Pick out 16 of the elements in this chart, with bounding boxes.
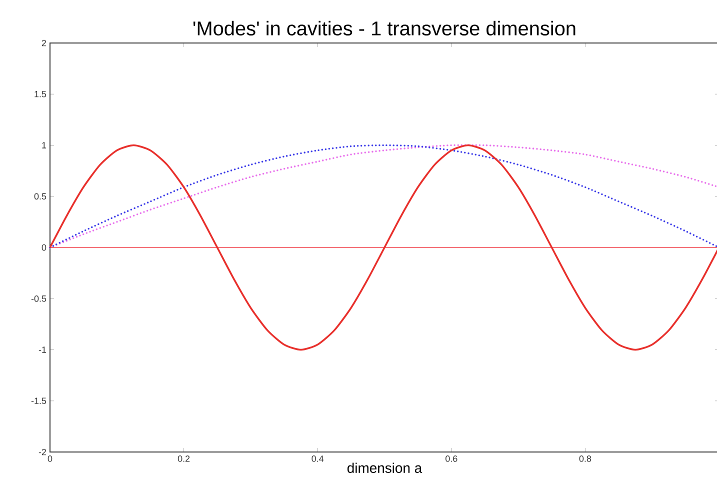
y-tick-label: 1.5 [34,90,46,98]
y-tick-label: -1 [38,346,46,353]
y-tick-label: 1 [42,142,46,148]
y-tick-label: 2 [42,40,46,46]
x-tick-label: 0.2 [178,456,190,462]
y-tick-label: 0.5 [34,193,46,200]
y-tick-label: -1.5 [31,398,46,404]
x-tick-label: 0.8 [579,456,592,462]
x-tick-label: 0.6 [446,456,458,462]
y-tick-label: -0.5 [31,295,46,302]
y-tick-label: 0 [42,244,46,251]
chart-title: 'Modes' in cavities - 1 transverse dimension [193,20,576,36]
y-tick-label: -2 [38,448,46,456]
x-tick-label: 0 [48,456,52,462]
x-axis-title: dimension a [347,462,422,473]
x-tick-label: 0.4 [312,456,324,462]
